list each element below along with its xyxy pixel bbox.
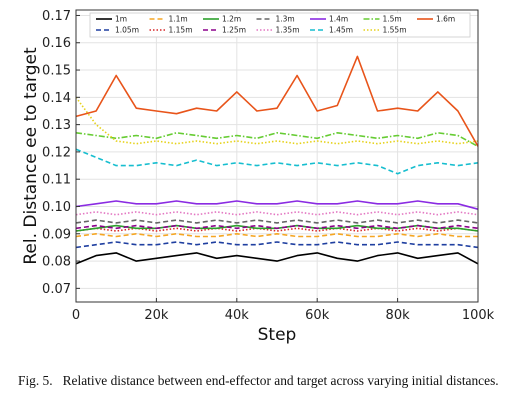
x-tick-label: 100k (462, 308, 495, 323)
legend-label: 1.4m (329, 15, 348, 24)
y-tick-label: 0.15 (42, 64, 71, 79)
legend: 1m 1.05m 1.1m 1.15m 1.2m 1.25m 1.3m 1.35m 1.4m 1.… (89, 12, 471, 38)
series-line-1-15m (75, 227, 479, 232)
series-line-1-3m (75, 219, 479, 224)
y-tick-label: 0.08 (42, 255, 71, 270)
y-tick-label: 0.14 (42, 91, 71, 106)
x-tick-label: 60k (305, 308, 330, 323)
series-line-1-4m (75, 200, 479, 210)
series-line-1-55m (75, 96, 479, 145)
y-tick-label: 0.07 (42, 282, 71, 297)
y-axis-title: Rel. Distance ee to target (21, 47, 41, 265)
legend-label: 1.1m (169, 15, 188, 24)
series-line-1-35m (75, 211, 479, 216)
legend-label: 1.45m (329, 26, 353, 35)
series-line-1-5m (75, 132, 479, 148)
series-line-1-05m (75, 241, 479, 249)
axis-ticks: 0.07 0.08 0.09 0.10 0.11 0.12 0.13 0.14 0.15 0.16… (42, 9, 495, 323)
legend-label: 1.2m (222, 15, 241, 24)
caption-text: Relative distance between end-effector a… (62, 373, 499, 388)
legend-label: 1m (115, 15, 127, 24)
y-tick-label: 0.17 (42, 9, 71, 24)
y-tick-label: 0.13 (42, 118, 71, 133)
caption-label: Fig. 5. (18, 373, 53, 388)
legend-box (89, 12, 471, 38)
x-axis-title: Step (258, 325, 297, 345)
x-tick-label: 80k (386, 308, 411, 323)
x-tick-label: 0 (72, 308, 80, 323)
legend-label: 1.25m (222, 26, 246, 35)
legend-label: 1.35m (276, 26, 300, 35)
x-tick-label: 40k (225, 308, 250, 323)
y-tick-label: 0.16 (42, 36, 71, 51)
series-line-1-1m (75, 233, 478, 238)
plot-frame (75, 9, 479, 303)
y-tick-label: 0.10 (42, 200, 71, 215)
figure-caption: Fig. 5. Relative distance between end-eff… (18, 372, 502, 389)
legend-label: 1.3m (276, 15, 295, 24)
x-tick-label: 20k (144, 308, 169, 323)
legend-label: 1.6m (436, 15, 455, 24)
legend-label: 1.05m (115, 26, 139, 35)
y-tick-label: 0.11 (42, 173, 71, 188)
legend-label: 1.5m (383, 15, 402, 24)
series-lines (75, 55, 479, 265)
series-line-1-45m (75, 148, 479, 175)
series-line-1-25m (75, 224, 479, 230)
legend-label: 1.55m (383, 26, 407, 35)
y-tick-label: 0.09 (42, 227, 71, 242)
line-chart: 0.07 0.08 0.09 0.10 0.11 0.12 0.13 0.14 0.15 0.16… (21, 9, 495, 345)
y-tick-label: 0.12 (42, 145, 71, 160)
series-line-1m (75, 252, 479, 265)
series-line-1-6m (75, 55, 479, 147)
legend-label: 1.15m (169, 26, 193, 35)
